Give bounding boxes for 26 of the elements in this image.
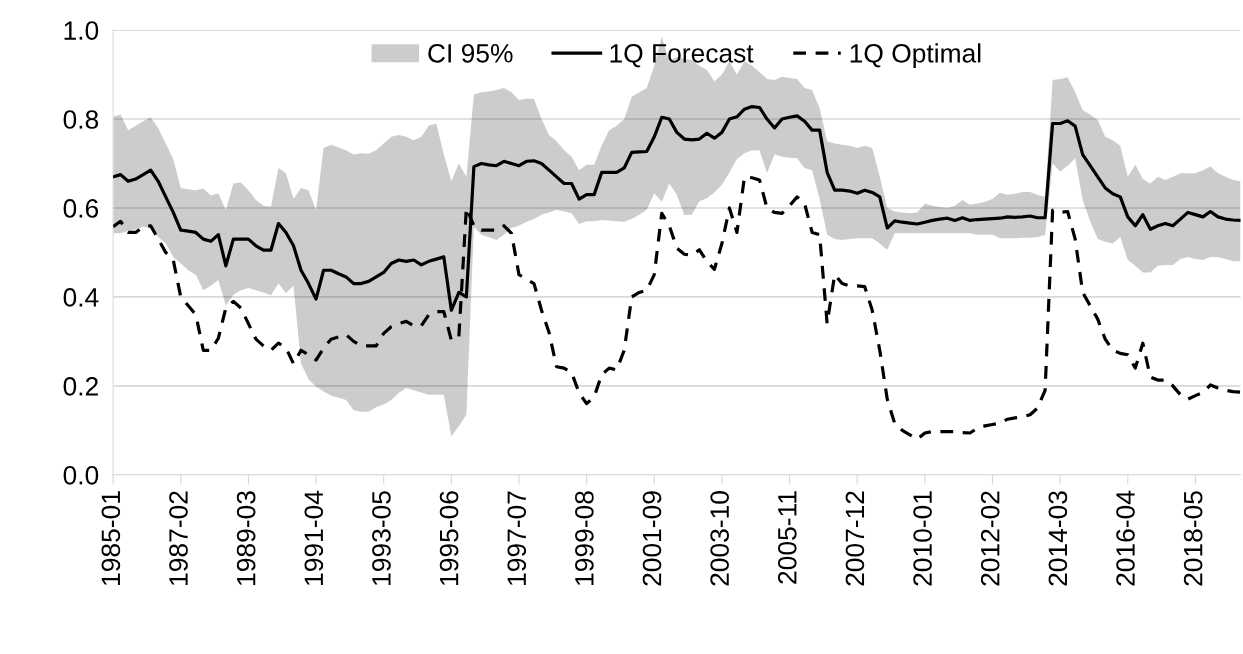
- y-tick-label: 0.8: [63, 110, 99, 129]
- y-tick-label: 0.0: [63, 465, 99, 485]
- x-tick-label: 1995-06: [439, 491, 459, 585]
- x-tick-label: 2010-01: [913, 491, 932, 586]
- x-tick-label: 1989-03: [236, 491, 256, 585]
- legend-label: 1Q Forecast: [610, 43, 754, 68]
- x-tick-label: 1993-05: [372, 491, 391, 585]
- legend-label: 1Q Optimal: [850, 43, 981, 68]
- x-tick-label: 2007-12: [845, 491, 865, 586]
- x-tick-label: 1987-02: [169, 491, 188, 585]
- y-tick-label: 0.6: [63, 199, 99, 218]
- x-tick-label: 2016-04: [1116, 490, 1135, 586]
- annotation: CI 95%: [428, 43, 513, 63]
- x-tick-label: 2001-09: [642, 491, 662, 586]
- y-tick-label: 0.2: [63, 376, 98, 396]
- x-tick-label: 2012-02: [980, 491, 1000, 586]
- x-tick-label: 1991-04: [304, 490, 324, 585]
- x-tick-label: 1999-08: [575, 491, 594, 585]
- x-tick-label: 2005-11: [777, 491, 797, 584]
- y-tick-label: 1.0: [64, 21, 99, 40]
- x-tick-label: 1997-07: [507, 491, 527, 585]
- x-tick-label: 2003-10: [710, 491, 729, 586]
- x-tick-label: 2018-05: [1183, 491, 1203, 586]
- x-tick-label: 2014-03: [1048, 491, 1068, 586]
- y-tick-label: 0.4: [63, 288, 99, 307]
- x-tick-label: 1985-01: [101, 491, 121, 585]
